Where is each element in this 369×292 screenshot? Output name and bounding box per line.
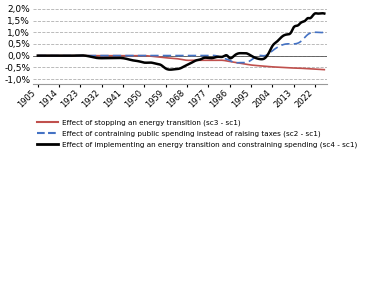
Effect of contraining public spending instead of raising taxes (sc2 - sc1) [35, 54, 40, 57]
Effect of implementing an energy transition and constraining spending (sc4 - sc1) [322, 12, 327, 15]
Effect of stopping an energy transition (sc3 - sc1) [205, 58, 209, 62]
Effect of stopping an energy transition (sc3 - sc1) [35, 54, 40, 57]
Line: Effect of stopping an energy transition (sc3 - sc1): Effect of stopping an energy transition … [38, 55, 324, 70]
Effect of contraining public spending instead of raising taxes (sc2 - sc1) [86, 54, 91, 57]
Effect of stopping an energy transition (sc3 - sc1) [322, 68, 327, 72]
Effect of implementing an energy transition and constraining spending (sc4 - sc1) [168, 68, 172, 72]
Effect of implementing an energy transition and constraining spending (sc4 - sc1) [252, 55, 256, 59]
Effect of implementing an energy transition and constraining spending (sc4 - sc1) [35, 54, 40, 57]
Effect of contraining public spending instead of raising taxes (sc2 - sc1) [165, 54, 170, 57]
Effect of stopping an energy transition (sc3 - sc1) [86, 54, 91, 57]
Effect of stopping an energy transition (sc3 - sc1) [138, 54, 142, 57]
Line: Effect of implementing an energy transition and constraining spending (sc4 - sc1): Effect of implementing an energy transit… [38, 13, 324, 70]
Effect of stopping an energy transition (sc3 - sc1) [227, 60, 232, 63]
Effect of implementing an energy transition and constraining spending (sc4 - sc1) [227, 56, 232, 60]
Effect of contraining public spending instead of raising taxes (sc2 - sc1) [322, 30, 327, 34]
Effect of stopping an energy transition (sc3 - sc1) [252, 64, 256, 67]
Effect of implementing an energy transition and constraining spending (sc4 - sc1) [109, 56, 114, 60]
Legend: Effect of stopping an energy transition (sc3 - sc1), Effect of contraining publi: Effect of stopping an energy transition … [37, 119, 357, 148]
Effect of stopping an energy transition (sc3 - sc1) [109, 54, 114, 57]
Effect of implementing an energy transition and constraining spending (sc4 - sc1) [165, 67, 170, 71]
Effect of contraining public spending instead of raising taxes (sc2 - sc1) [252, 56, 256, 60]
Line: Effect of contraining public spending instead of raising taxes (sc2 - sc1): Effect of contraining public spending in… [38, 32, 324, 63]
Effect of contraining public spending instead of raising taxes (sc2 - sc1) [227, 58, 231, 62]
Effect of contraining public spending instead of raising taxes (sc2 - sc1) [109, 54, 114, 57]
Effect of implementing an energy transition and constraining spending (sc4 - sc1) [320, 11, 325, 15]
Effect of implementing an energy transition and constraining spending (sc4 - sc1) [205, 56, 209, 60]
Effect of contraining public spending instead of raising taxes (sc2 - sc1) [204, 54, 209, 58]
Effect of implementing an energy transition and constraining spending (sc4 - sc1) [86, 55, 91, 58]
Effect of stopping an energy transition (sc3 - sc1) [166, 56, 170, 60]
Effect of contraining public spending instead of raising taxes (sc2 - sc1) [234, 61, 238, 65]
